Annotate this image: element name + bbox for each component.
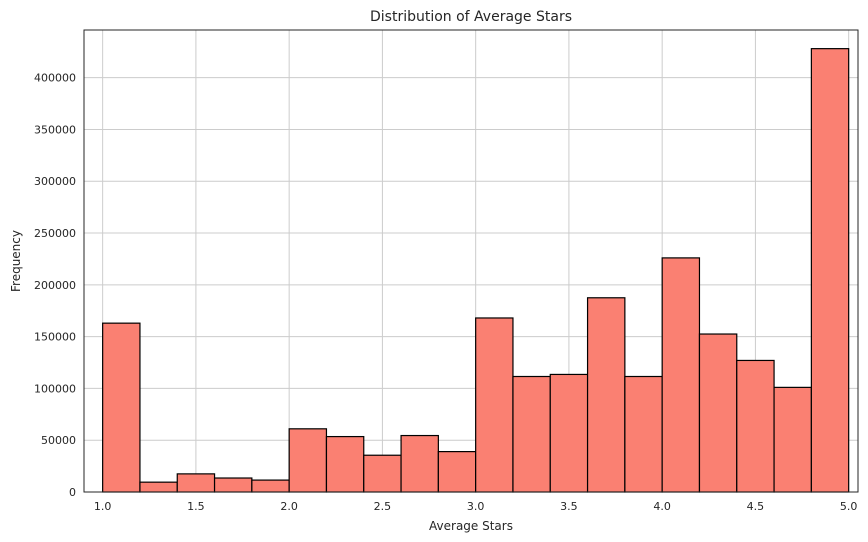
histogram-bar (810, 48, 850, 493)
y-tick-label: 250000 (34, 227, 76, 240)
x-tick-labels: 1.0 1.5 2.0 2.5 3.0 3.5 4.0 4.5 5.0 (94, 500, 858, 513)
histogram-bar (437, 451, 477, 493)
x-tick-label: 5.0 (840, 500, 858, 513)
y-axis-label: Frequency (9, 230, 23, 292)
histogram-bar (549, 373, 589, 493)
plot-frame (83, 29, 859, 493)
histogram-bar (661, 257, 701, 493)
y-tick-labels: 0 50000 100000 150000 200000 250000 300000 3500… (34, 72, 76, 499)
x-tick-label: 4.5 (747, 500, 765, 513)
chart-title: Distribution of Average Stars (370, 9, 572, 25)
histogram-bar (176, 473, 216, 493)
y-tick-label: 150000 (34, 331, 76, 344)
y-tick-label: 100000 (34, 382, 76, 395)
histogram-bar (325, 435, 365, 493)
x-tick-label: 4.0 (653, 500, 671, 513)
x-tick-label: 2.5 (374, 500, 392, 513)
histogram-bar (586, 297, 626, 493)
x-tick-label: 2.0 (280, 500, 298, 513)
histogram-bar (773, 386, 812, 493)
y-tick-label: 350000 (34, 123, 76, 136)
y-tick-label: 50000 (41, 434, 76, 447)
histogram-bar (102, 322, 141, 493)
histogram-bar (251, 479, 290, 493)
x-tick-label: 3.0 (467, 500, 485, 513)
histogram-bar (698, 333, 738, 493)
y-tick-label: 300000 (34, 175, 76, 188)
y-tick-label: 200000 (34, 279, 76, 292)
histogram-bar (213, 477, 253, 493)
histogram-bar (736, 359, 775, 493)
x-tick-label: 3.5 (560, 500, 578, 513)
x-axis-label: Average Stars (429, 519, 513, 533)
histogram-bar (400, 434, 439, 493)
histogram-bar (512, 375, 551, 493)
histogram-bar (288, 428, 328, 493)
x-tick-label: 1.5 (187, 500, 205, 513)
histogram-bar (363, 454, 402, 493)
histogram-bars (102, 48, 850, 493)
histogram-bar (624, 375, 663, 493)
x-tick-label: 1.0 (94, 500, 112, 513)
histogram-bar (139, 481, 178, 493)
y-tick-label: 0 (69, 486, 76, 499)
histogram-bar (475, 317, 514, 493)
y-tick-label: 400000 (34, 72, 76, 85)
